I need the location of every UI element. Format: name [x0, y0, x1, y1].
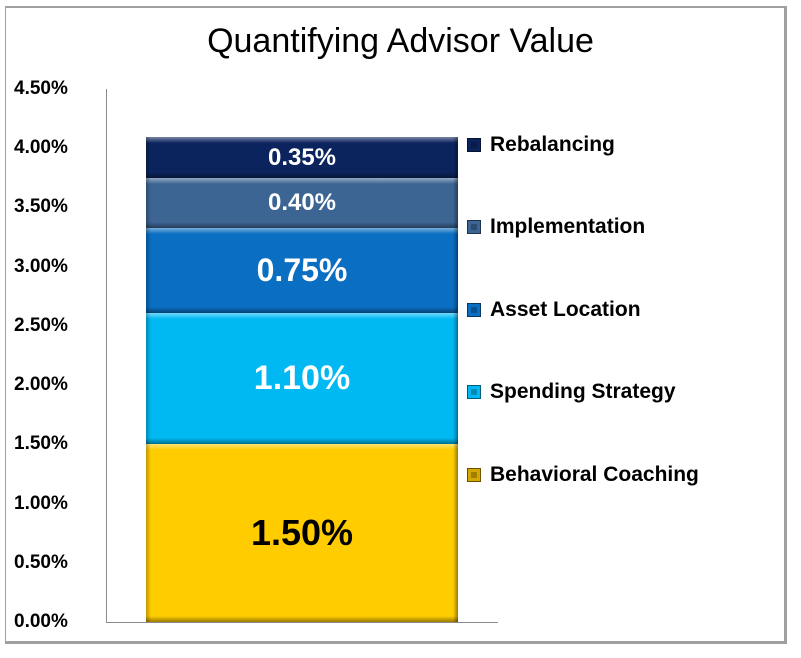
- y-tick-label: 2.00%: [14, 374, 68, 395]
- legend-label: Rebalancing: [490, 133, 615, 156]
- y-tick-label: 1.50%: [14, 433, 68, 454]
- y-tick-label: 3.50%: [14, 196, 68, 217]
- segment-value-label: 0.35%: [267, 143, 337, 171]
- y-tick-label: 2.50%: [14, 315, 68, 336]
- segment-value-label: 1.10%: [253, 359, 351, 397]
- legend-swatch-icon: [467, 138, 481, 152]
- y-axis-line: [106, 89, 107, 622]
- bar-segment-asset-location[interactable]: 0.75%: [146, 228, 458, 313]
- legend-label: Implementation: [490, 215, 646, 238]
- bar-segment-implementation[interactable]: 0.40%: [146, 178, 458, 228]
- legend-swatch-icon: [467, 220, 481, 234]
- bar-segment-rebalancing[interactable]: 0.35%: [146, 137, 458, 178]
- segment-value-label: 0.40%: [267, 189, 337, 216]
- legend-label: Asset Location: [490, 298, 641, 321]
- legend-item-implementation[interactable]: Implementation: [467, 215, 645, 239]
- y-tick-label: 3.00%: [14, 256, 68, 277]
- legend-swatch-icon: [467, 468, 481, 482]
- x-axis-line: [106, 622, 498, 623]
- chart-title-text: Quantifying Advisor Value: [207, 22, 594, 60]
- chart-title: Quantifying Advisor Value: [0, 22, 801, 61]
- bar-segment-spending-strategy[interactable]: 1.10%: [146, 313, 458, 444]
- legend-item-rebalancing[interactable]: Rebalancing: [467, 133, 615, 157]
- segment-value-label: 1.50%: [250, 512, 354, 553]
- y-tick-label: 4.50%: [14, 78, 68, 99]
- y-tick-label: 0.50%: [14, 552, 68, 573]
- legend-swatch-icon: [467, 303, 481, 317]
- y-tick-label: 0.00%: [14, 611, 68, 632]
- y-tick-label: 4.00%: [14, 137, 68, 158]
- y-tick-label: 1.00%: [14, 493, 68, 514]
- legend-label: Behavioral Coaching: [490, 463, 699, 486]
- legend-item-asset-location[interactable]: Asset Location: [467, 298, 641, 322]
- legend-item-spending-strategy[interactable]: Spending Strategy: [467, 380, 676, 404]
- bar-segment-behavioral-coaching[interactable]: 1.50%: [146, 444, 458, 622]
- legend-label: Spending Strategy: [490, 380, 676, 403]
- legend-item-behavioral-coaching[interactable]: Behavioral Coaching: [467, 463, 699, 487]
- segment-value-label: 0.75%: [256, 252, 348, 288]
- legend-swatch-icon: [467, 385, 481, 399]
